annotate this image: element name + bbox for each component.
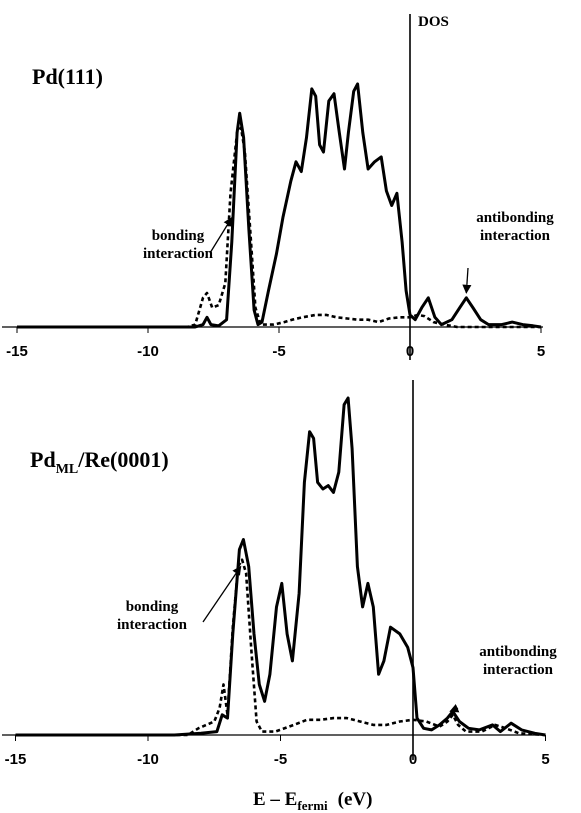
x-tick-label: 0	[406, 343, 414, 360]
annotation-label: interaction	[480, 228, 551, 244]
chart-layer: -15 -10 -5 0 5 bonding interaction antibonding i…	[2, 14, 557, 813]
panel-1: -15 -10 -5 0 5 bonding interaction antibonding i…	[2, 14, 554, 360]
panel-title: PdML/Re(0001)	[30, 447, 169, 477]
panel-title: Pd(111)	[32, 64, 103, 89]
annotation-arrow	[449, 703, 460, 713]
x-tick-label: -10	[137, 343, 159, 360]
dos-curve-dashed	[17, 126, 541, 329]
x-tick-label: -15	[6, 343, 28, 360]
annotation-arrow	[209, 216, 233, 254]
x-tick-label: -15	[5, 751, 27, 768]
annotation-label: interaction	[143, 246, 214, 262]
x-tick-label: 5	[541, 751, 549, 768]
x-tick-label: -10	[137, 751, 159, 768]
annotation-label: antibonding	[479, 644, 557, 660]
annotation-arrow	[202, 565, 242, 623]
x-tick-label: 0	[409, 751, 417, 768]
annotation-label: bonding	[126, 599, 179, 615]
x-tick-label: -5	[274, 751, 287, 768]
annotation-label: bonding	[152, 228, 205, 244]
annotation-arrow	[462, 267, 472, 294]
annotation-label: antibonding	[476, 210, 554, 226]
annotation-label: interaction	[117, 617, 188, 633]
dos-label: DOS	[418, 14, 449, 30]
panel-2: -15 -10 -5 0 5 bonding interaction antibonding i…	[2, 396, 557, 813]
annotation-label: interaction	[483, 662, 554, 678]
x-tick-label: -5	[272, 343, 285, 360]
x-tick-label: 5	[537, 343, 545, 360]
dos-curve-dashed	[15, 558, 546, 737]
x-axis-label: E – Efermi (eV)	[253, 789, 372, 813]
dos-curve-solid	[17, 82, 542, 329]
